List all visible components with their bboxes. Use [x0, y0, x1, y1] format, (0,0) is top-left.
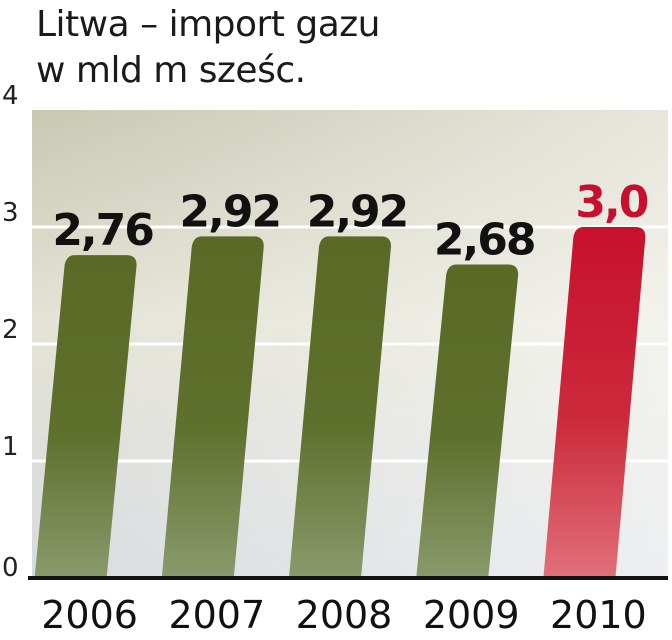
bar-2009 [416, 264, 519, 578]
y-tick-label: 2 [2, 315, 19, 345]
data-label-2007: 2,92 [180, 186, 281, 237]
x-tick-label-2008: 2008 [296, 593, 393, 637]
bar-2008 [289, 236, 391, 579]
chart-title: Litwa – import gazu w mld m sześc. [36, 2, 381, 94]
y-tick-label: 0 [2, 553, 19, 583]
chart-title-line-2: w mld m sześc. [36, 50, 306, 91]
data-label-2010: 3,0 [575, 177, 647, 228]
x-tick-label-2007: 2007 [168, 593, 265, 637]
data-label-2008: 2,92 [307, 186, 408, 237]
data-label-2006: 2,76 [52, 205, 153, 256]
bar-2007 [161, 236, 264, 579]
bar-2006 [34, 255, 137, 578]
x-tick-label-2010: 2010 [550, 593, 647, 637]
x-axis: 2006 2007 2008 2009 2010 [28, 576, 668, 637]
x-tick-label-2006: 2006 [41, 593, 138, 637]
chart-title-line-1: Litwa – import gazu [36, 4, 381, 45]
data-label-2009: 2,68 [434, 214, 535, 265]
bar-2010 [543, 227, 646, 578]
data-labels: 2,76 2,92 2,92 2,68 3,0 [52, 177, 649, 265]
y-tick-label: 4 [2, 81, 19, 111]
y-axis: 0 1 2 3 4 [2, 81, 19, 583]
bars [34, 227, 646, 579]
x-tick-label-2009: 2009 [423, 593, 520, 637]
y-tick-label: 3 [2, 198, 19, 228]
y-tick-label: 1 [2, 432, 19, 462]
